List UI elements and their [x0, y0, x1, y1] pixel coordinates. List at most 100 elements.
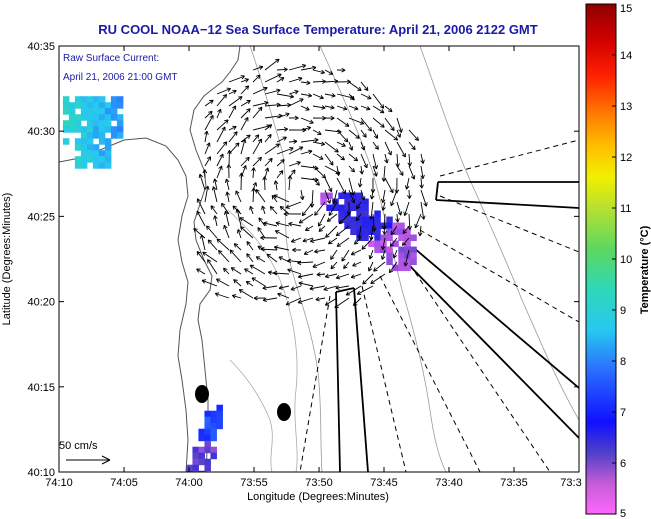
sst-cell [80, 156, 88, 163]
current-vector-head [359, 170, 364, 175]
current-vector [324, 177, 332, 192]
current-vector [275, 180, 278, 191]
current-vector-head [225, 191, 230, 196]
current-vector-head [298, 281, 303, 286]
sst-cell [216, 422, 223, 430]
sst-cell [410, 234, 417, 242]
current-vector-head [298, 146, 304, 151]
current-vector [420, 201, 425, 220]
current-vector [251, 277, 266, 287]
y-axis: 40:10 40:15 40:20 40:25 40:30 40:35 [27, 41, 579, 479]
y-tick-label: 40:20 [27, 297, 55, 309]
sst-cell [86, 126, 94, 133]
current-vector [264, 73, 282, 83]
current-vector-head [423, 202, 428, 207]
current-vector-head [283, 211, 288, 217]
current-vector-head [216, 278, 221, 283]
current-vector-head [193, 228, 198, 233]
sst-cell [204, 464, 211, 472]
current-vector [252, 102, 269, 107]
current-vector [212, 186, 218, 203]
current-vector [271, 195, 278, 203]
current-vector [359, 177, 362, 188]
current-vector [326, 213, 338, 222]
current-vector [335, 225, 350, 237]
sst-cell [68, 120, 76, 127]
colorbar-tick-label: 7 [620, 407, 626, 419]
current-vector-head [328, 187, 333, 193]
sst-cell [386, 258, 393, 266]
current-vector-head [309, 119, 314, 124]
current-vector [239, 217, 254, 227]
current-vector-head [260, 246, 265, 252]
sst-cell [350, 204, 357, 212]
current-vector [333, 189, 338, 204]
current-vector [277, 293, 290, 299]
sst-cell [80, 108, 88, 115]
current-vector [300, 177, 319, 181]
current-vector-head [403, 262, 409, 267]
current-vector [221, 202, 230, 215]
current-vector [204, 130, 208, 143]
current-vector-head [360, 146, 366, 151]
current-vector-head [318, 227, 323, 232]
sst-cell [74, 162, 82, 169]
current-vector-head [399, 171, 404, 176]
current-vector [323, 285, 338, 291]
current-vector-head [344, 122, 350, 127]
current-vector [325, 297, 338, 306]
sst-cell [80, 162, 88, 169]
current-vector [279, 206, 290, 215]
current-vector-head [420, 159, 425, 164]
current-vector [285, 297, 302, 306]
current-vector [240, 134, 251, 143]
current-vector [240, 85, 250, 95]
current-vector-head [235, 142, 240, 147]
sst-cell [386, 216, 393, 224]
bathymetry-contour [249, 46, 323, 472]
current-vector [402, 225, 410, 234]
current-vector [228, 96, 243, 107]
current-vector-head [330, 255, 335, 260]
current-vector [240, 78, 249, 83]
sst-cell [98, 102, 106, 109]
sst-cell [86, 120, 94, 127]
current-vector-head [257, 227, 262, 232]
current-vector [309, 285, 326, 290]
current-vector-head [361, 245, 366, 250]
current-vector [298, 213, 314, 224]
current-vector [216, 278, 230, 287]
y-axis-label: Latitude (Degrees:Minutes) [1, 193, 13, 326]
current-vector-head [353, 240, 359, 245]
current-vector-head [309, 286, 314, 291]
current-vector [324, 165, 340, 174]
current-vector-head [232, 125, 237, 130]
current-vector-head [367, 127, 372, 132]
current-vector-head [346, 79, 351, 85]
current-vector-head [210, 205, 215, 210]
current-vector [223, 267, 230, 275]
current-vector-head [373, 134, 378, 139]
current-vector [228, 75, 245, 83]
sst-cell [380, 246, 387, 254]
current-vector [288, 90, 299, 95]
current-vector [232, 294, 242, 299]
current-vector-head [352, 262, 357, 267]
current-vector-head [292, 247, 297, 253]
current-vector-head [264, 167, 270, 172]
current-vector-head [312, 263, 317, 268]
current-vector [268, 271, 278, 275]
current-vector-head [320, 69, 325, 75]
current-vector-head [290, 286, 295, 291]
sst-cell [338, 216, 345, 224]
y-tick-label: 40:15 [27, 382, 55, 394]
sst-cell [98, 162, 106, 169]
sst-cell [104, 120, 112, 127]
sst-cell [62, 120, 70, 127]
current-vector-head [338, 219, 344, 225]
sst-cell [356, 198, 363, 206]
current-vector [300, 66, 317, 71]
current-vector-head [379, 104, 385, 109]
sst-cell [204, 440, 211, 448]
current-vector [312, 261, 326, 268]
